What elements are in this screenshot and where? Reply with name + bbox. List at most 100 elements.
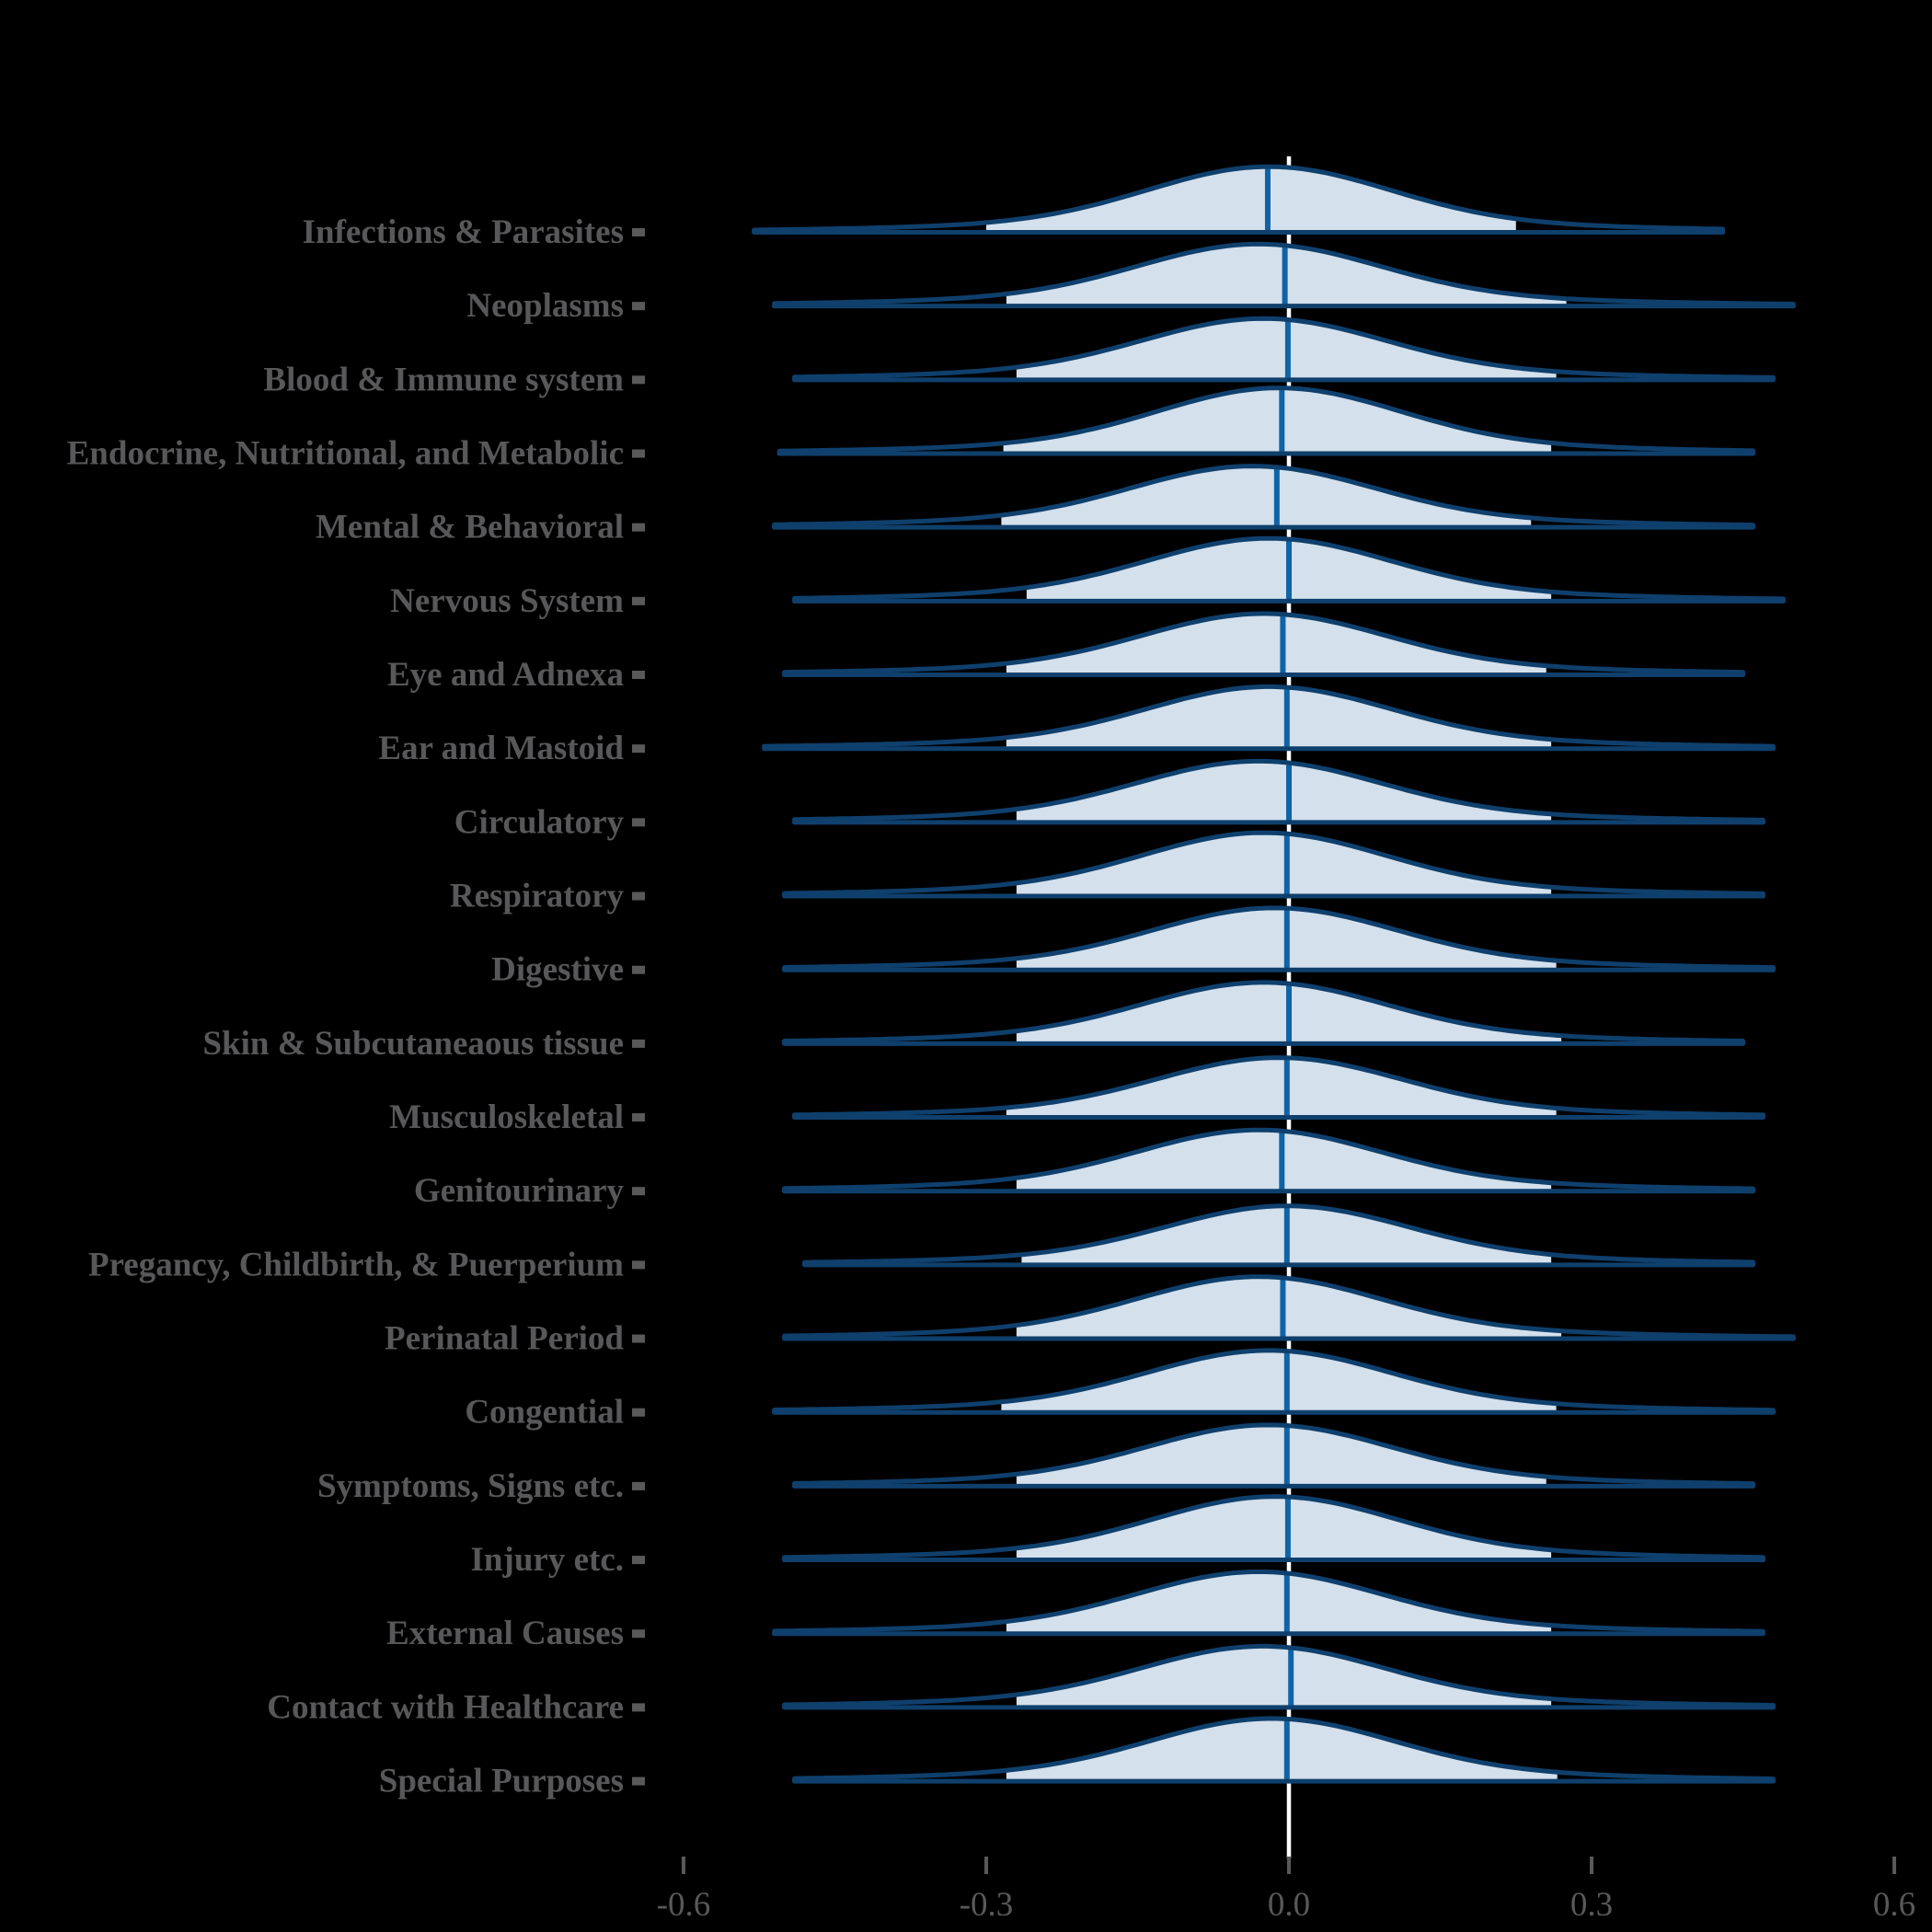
density-fill — [1001, 466, 1532, 528]
y-tick-mark — [632, 228, 645, 236]
x-axis-label: -0.3 — [960, 1886, 1014, 1924]
y-axis-label: Pregancy, Childbirth, & Puerperium — [88, 1246, 624, 1283]
ridge-row-19: Injury etc. — [471, 1494, 1765, 1579]
y-tick-mark — [632, 671, 645, 680]
y-axis-label: Infections & Parasites — [303, 213, 624, 251]
y-tick-mark — [632, 523, 645, 532]
density-fill — [1016, 833, 1552, 896]
ridge-row-22: Special Purposes — [379, 1716, 1776, 1800]
density-outline — [792, 316, 1776, 383]
y-tick-mark — [632, 891, 645, 901]
ridge-row-21: Contact with Healthcare — [267, 1643, 1776, 1726]
y-tick-mark — [632, 744, 645, 753]
density-outline — [772, 241, 1796, 309]
density-fill — [986, 167, 1516, 233]
y-axis-label: Nervous System — [390, 582, 624, 620]
ridge-row-11: Digestive — [491, 905, 1776, 989]
ridge-row-20: External Causes — [386, 1569, 1765, 1652]
ridge-row-13: Musculoskeletal — [389, 1055, 1765, 1136]
density-outline — [782, 830, 1765, 899]
y-axis-label: Special Purposes — [379, 1763, 624, 1800]
y-tick-mark — [632, 1703, 645, 1712]
density-fill — [1006, 1057, 1557, 1118]
y-axis-label: Endocrine, Nutritional, and Metabolic — [67, 435, 624, 473]
density-outline — [792, 758, 1765, 825]
y-tick-mark — [632, 1629, 645, 1639]
y-axis-label: Circulatory — [454, 803, 625, 841]
density-outline — [792, 1716, 1776, 1784]
density-outline — [782, 1643, 1776, 1710]
y-tick-mark — [632, 1481, 645, 1490]
y-axis-label: Perinatal Period — [385, 1320, 624, 1358]
y-tick-mark — [632, 1334, 645, 1343]
y-tick-mark — [632, 375, 645, 385]
density-outline — [752, 164, 1726, 235]
y-tick-mark — [632, 1039, 645, 1048]
density-outline — [782, 611, 1745, 677]
y-tick-mark — [632, 302, 645, 311]
ridge-row-14: Genitourinary — [414, 1127, 1755, 1210]
x-axis-label: -0.6 — [657, 1886, 711, 1924]
density-fill — [1016, 1496, 1552, 1560]
density-outline — [772, 1348, 1776, 1415]
ridge-row-4: Endocrine, Nutritional, and Metabolic — [67, 385, 1755, 473]
density-fill — [1006, 614, 1547, 675]
density-fill — [1006, 1571, 1552, 1634]
y-tick-mark — [632, 1260, 645, 1270]
y-axis-label: Blood & Immune system — [263, 361, 624, 398]
density-fill — [1003, 387, 1552, 454]
y-tick-mark — [632, 1556, 645, 1565]
y-axis-label: Respiratory — [450, 878, 625, 915]
density-fill — [1016, 1276, 1562, 1339]
ridge-row-6: Nervous System — [390, 535, 1786, 620]
y-axis-label: Genitourinary — [414, 1172, 625, 1210]
ridge-row-5: Mental & Behavioral — [316, 464, 1755, 546]
density-outline — [802, 1203, 1755, 1268]
density-fill — [1001, 1350, 1557, 1413]
density-outline — [792, 535, 1786, 604]
y-tick-mark — [632, 1187, 645, 1196]
density-fill — [1006, 686, 1552, 749]
ridge-row-7: Eye and Adnexa — [387, 611, 1746, 694]
y-axis-label: Musculoskeletal — [389, 1098, 624, 1136]
density-outline — [792, 1422, 1755, 1489]
y-axis-label: Skin & Subcutaneaous tissue — [202, 1025, 624, 1063]
ridge-row-12: Skin & Subcutaneaous tissue — [202, 980, 1746, 1063]
y-axis-label: Digestive — [491, 951, 624, 989]
ridge-row-10: Respiratory — [450, 830, 1765, 915]
y-axis-label: Contact with Healthcare — [267, 1688, 624, 1726]
y-axis-label: Symptoms, Signs etc. — [317, 1467, 624, 1505]
y-tick-mark — [632, 596, 645, 605]
ridge-row-3: Blood & Immune system — [263, 316, 1776, 398]
density-outline — [792, 1055, 1765, 1120]
density-outline — [782, 1274, 1796, 1341]
ridge-row-8: Ear and Mastoid — [378, 684, 1776, 767]
y-tick-mark — [632, 1408, 645, 1417]
density-outline — [782, 905, 1776, 972]
y-axis-label: Injury etc. — [471, 1541, 624, 1579]
x-axis-label: 0.3 — [1570, 1886, 1613, 1924]
density-outline — [782, 1494, 1765, 1563]
ridge-row-17: Congential — [465, 1348, 1776, 1432]
y-axis-label: Neoplasms — [466, 287, 624, 325]
ridge-row-16: Perinatal Period — [385, 1274, 1796, 1358]
y-axis-label: Mental & Behavioral — [316, 509, 624, 546]
x-axis-label: 0.6 — [1873, 1886, 1915, 1924]
ridge-row-15: Pregancy, Childbirth, & Puerperium — [88, 1203, 1755, 1283]
x-axis-label: 0.0 — [1268, 1886, 1310, 1924]
density-outline — [782, 980, 1745, 1046]
ridge-row-9: Circulatory — [454, 758, 1765, 841]
density-fill — [1016, 1424, 1547, 1487]
y-tick-mark — [632, 965, 645, 974]
y-tick-mark — [632, 449, 645, 458]
density-fill — [1006, 1718, 1558, 1782]
density-outline — [776, 385, 1755, 456]
ridge-row-18: Symptoms, Signs etc. — [317, 1422, 1755, 1505]
density-fill — [1016, 1646, 1552, 1708]
y-tick-mark — [632, 1113, 645, 1122]
y-tick-mark — [632, 1777, 645, 1786]
density-outline — [782, 1127, 1755, 1194]
y-axis-label: Congential — [465, 1394, 624, 1432]
